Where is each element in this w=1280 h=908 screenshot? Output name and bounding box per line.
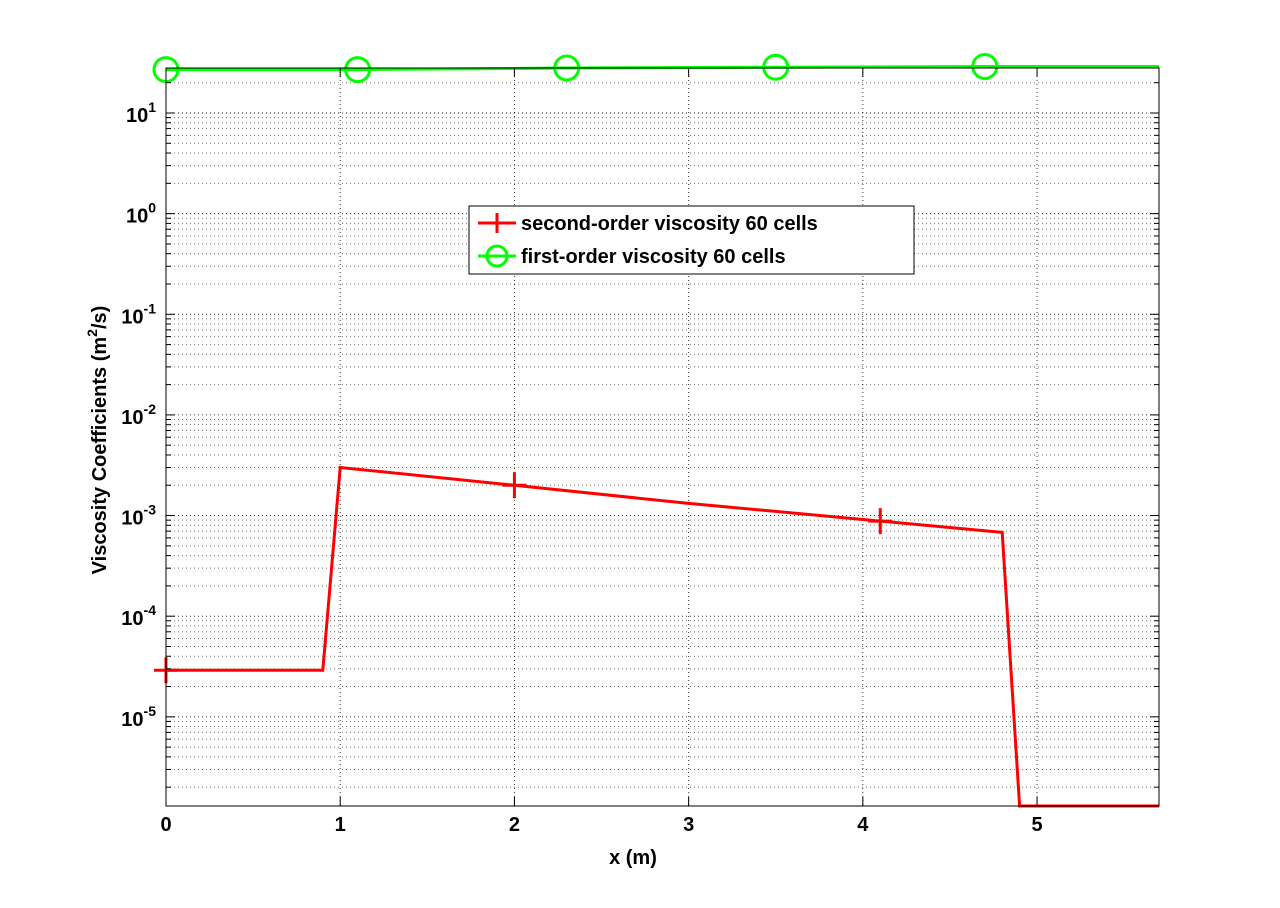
y-tick-label-base: 10	[121, 508, 143, 530]
legend-label-second-order: second-order viscosity 60 cells	[521, 213, 818, 235]
legend-entry-first-order: first-order viscosity 60 cells	[478, 244, 786, 268]
circle-marker	[971, 52, 999, 80]
circle-marker	[344, 56, 372, 84]
x-tick-label: 1	[335, 814, 346, 836]
x-axis-label: x (m)	[609, 847, 657, 869]
y-axis-label-main: Viscosity Coefficients (m	[89, 337, 111, 574]
y-tick-label-base: 10	[121, 709, 143, 731]
y-tick-label-exponent: -3	[144, 502, 157, 518]
y-tick-label: 10-5	[121, 703, 156, 731]
plus-marker	[502, 472, 527, 499]
y-tick-label: 10-3	[121, 502, 156, 530]
y-tick-label-base: 10	[121, 306, 143, 328]
y-tick-label: 10-2	[121, 401, 156, 429]
x-tick-label: 3	[683, 814, 694, 836]
legend-entry-second-order: second-order viscosity 60 cells	[478, 213, 818, 235]
legend-label-first-order: first-order viscosity 60 cells	[521, 246, 786, 268]
y-axis-label-sup: 2	[84, 329, 100, 337]
x-tick-label: 4	[857, 814, 869, 836]
y-tick-label-base: 10	[126, 206, 148, 228]
legend-box	[468, 205, 915, 275]
y-tick-label-exponent: -1	[144, 300, 157, 316]
circle-marker	[762, 53, 790, 81]
y-tick-label-exponent: 1	[148, 99, 156, 115]
y-tick-label-base: 10	[121, 608, 143, 630]
y-tick-label: 101	[126, 99, 156, 127]
y-tick-label-base: 10	[126, 105, 148, 127]
series-line	[166, 465, 1159, 808]
x-tick-label: 0	[160, 814, 171, 836]
plus-marker	[868, 508, 893, 535]
x-tick-labels: 0 1 2 3 4 5	[160, 814, 1042, 836]
x-tick-label: 5	[1031, 814, 1042, 836]
y-axis-label: Viscosity Coefficients (m2/s)	[84, 306, 111, 575]
y-tick-label: 10-4	[121, 602, 156, 630]
y-axis-label-tail: /s)	[89, 306, 111, 329]
x-tick-label: 2	[509, 814, 520, 836]
y-tick-label-exponent: -2	[144, 401, 157, 417]
y-tick-label-exponent: -5	[144, 703, 157, 719]
y-tick-label: 100	[126, 200, 156, 228]
axis-ticks	[165, 68, 1159, 806]
legend: second-order viscosity 60 cells first-or…	[468, 205, 915, 275]
y-tick-label-exponent: -4	[144, 602, 157, 618]
y-tick-label-exponent: 0	[148, 200, 156, 216]
y-tick-label-base: 10	[121, 407, 143, 429]
y-tick-label: 10-1	[121, 300, 156, 328]
legend-circle-marker	[485, 244, 509, 268]
